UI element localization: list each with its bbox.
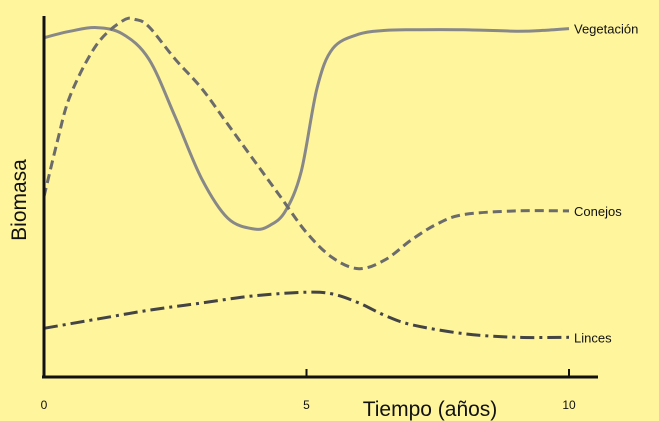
y-axis-title: Biomasa: [8, 159, 31, 241]
x-axis-title: Tiempo (años): [363, 398, 498, 421]
series-line-linces: [43, 290, 570, 340]
series-layer: [42, 16, 570, 340]
series-label-conejos: Conejos: [574, 204, 622, 219]
x-tick-label: 0: [41, 398, 48, 412]
label-layer: Vegetación Conejos Linces: [574, 22, 638, 346]
series-line-vegetacion: [43, 26, 570, 231]
series-line-conejos: [42, 16, 570, 271]
tick-layer: 0 5 10: [41, 369, 576, 412]
x-tick-label: 10: [562, 398, 576, 412]
x-tick-label: 5: [303, 398, 310, 412]
series-label-vegetacion: Vegetación: [574, 22, 638, 37]
series-label-linces: Linces: [574, 330, 612, 345]
